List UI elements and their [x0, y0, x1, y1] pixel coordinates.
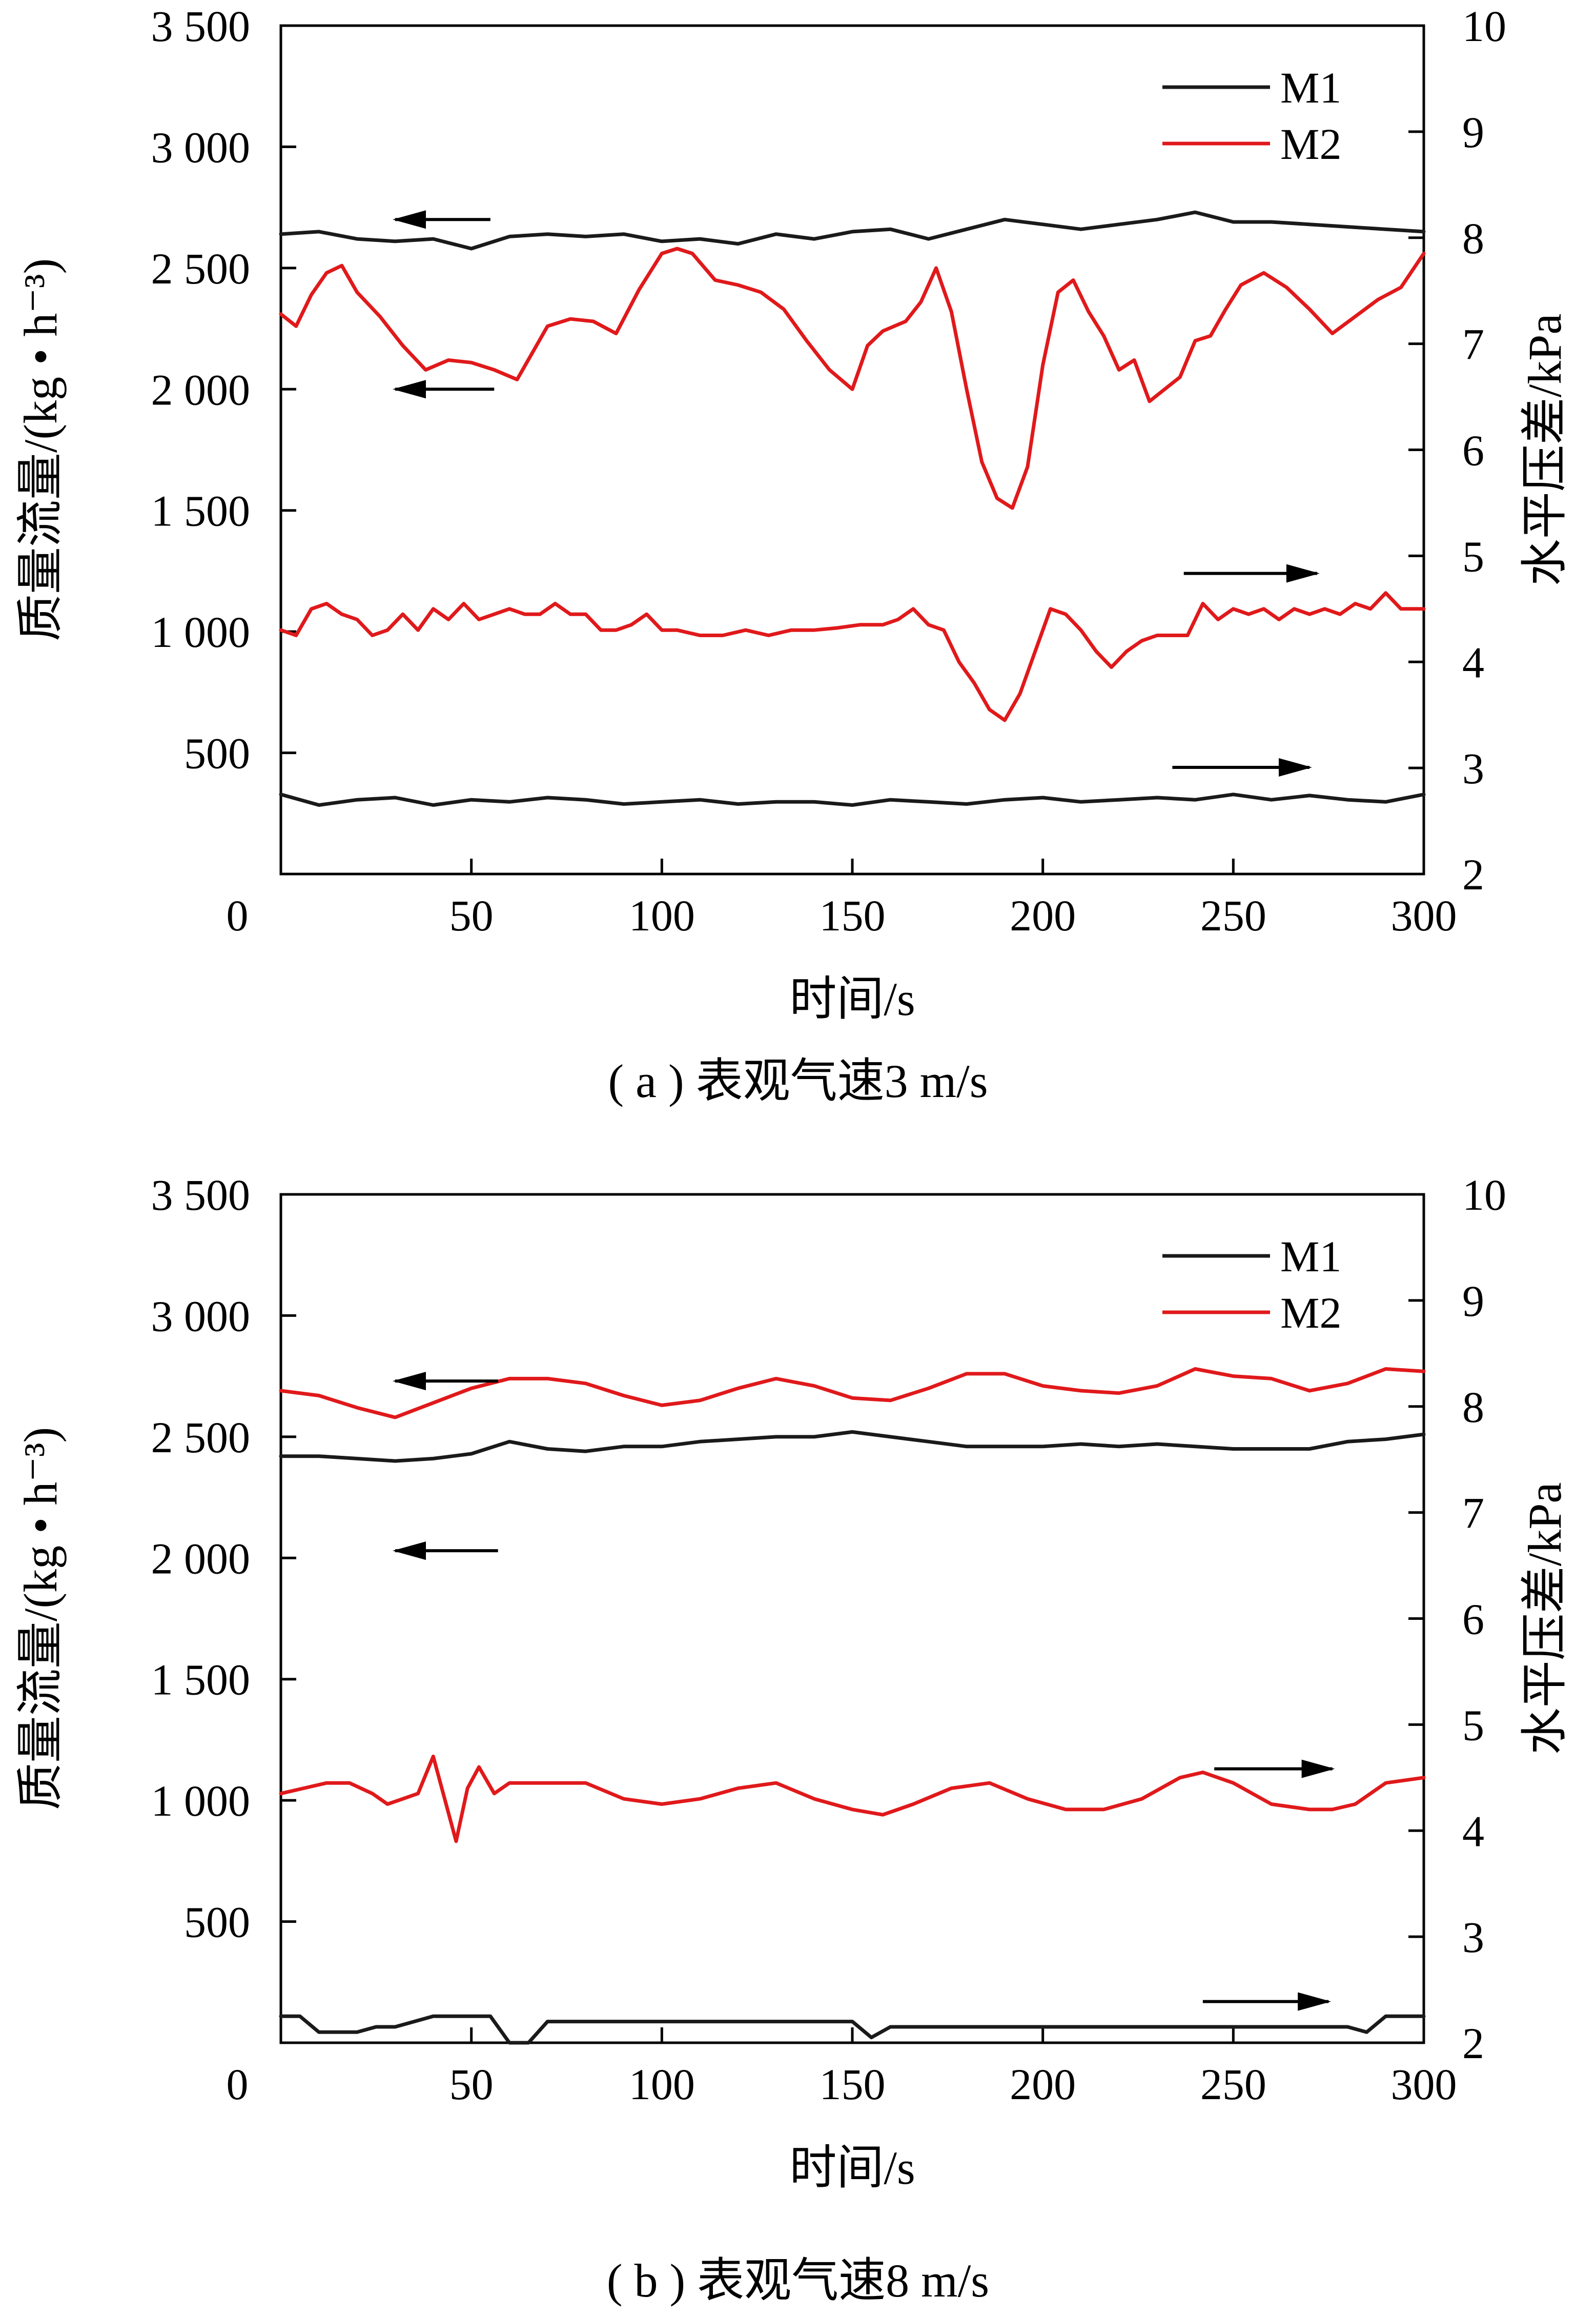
direction-arrow-left	[393, 380, 495, 399]
y-right-tick-label: 3	[1462, 744, 1484, 793]
y-left-tick-label: 1 500	[151, 486, 251, 536]
x-tick-label: 300	[1391, 891, 1457, 940]
y-right-axis-title: 水平压差/kPa	[1519, 314, 1571, 586]
y-left-tick-label: 1 000	[151, 1776, 251, 1825]
series-line-m2-right	[279, 591, 1426, 722]
arrow-head	[1298, 1992, 1332, 2011]
y-left-tick-label: 2 500	[151, 1413, 251, 1462]
y-left-tick-label: 3 000	[151, 123, 251, 172]
direction-arrow-right	[1214, 1759, 1335, 1778]
x-tick-label: 50	[449, 891, 494, 940]
series-line-m2-right	[279, 1754, 1426, 1843]
legend-label-m2: M2	[1280, 119, 1341, 169]
y-right-tick-label: 4	[1462, 638, 1484, 687]
chart-caption: ( b ) 表观气速8 m/s	[607, 2254, 989, 2307]
x-tick-label: 0	[227, 891, 249, 940]
y-left-tick-label: 1 500	[151, 1655, 251, 1704]
legend-label-m2: M2	[1280, 1288, 1341, 1337]
y-left-tick-label: 3 500	[151, 2, 251, 51]
y-left-tick-label: 1 000	[151, 607, 251, 657]
series-line-m1-left	[279, 1430, 1426, 1463]
y-right-tick-label: 9	[1462, 1276, 1484, 1326]
direction-arrow-right	[1183, 564, 1320, 583]
y-right-tick-label: 10	[1462, 1170, 1506, 1220]
x-tick-label: 250	[1200, 2060, 1266, 2109]
chart-a-svg: ( a ) 表观气速3 m/s 0 50 100 150 200 250 300 500 1 0…	[14, 2, 1571, 1107]
y-left-tick-label: 2 000	[151, 1534, 251, 1583]
x-tick-label: 50	[449, 2060, 494, 2109]
y-right-tick-label: 3	[1462, 1913, 1484, 1962]
y-left-axis-title: 质量流量/(kg • h⁻³)	[14, 258, 67, 641]
arrow-head	[393, 380, 426, 399]
chart-b-svg: ( b ) 表观气速8 m/s 0 50 100 150 200 250 300 500 1 0…	[14, 1170, 1571, 2307]
x-tick-label: 150	[820, 891, 886, 940]
chart-panel-b: ( b ) 表观气速8 m/s 0 50 100 150 200 250 300 500 1 0…	[0, 1169, 1596, 2317]
y-right-tick-label: 8	[1462, 214, 1484, 263]
plot-frame	[279, 24, 1425, 876]
x-tick-label: 100	[629, 891, 695, 940]
direction-arrow-left	[393, 1372, 498, 1391]
y-right-tick-label: 8	[1462, 1383, 1484, 1432]
x-tick-label: 0	[227, 2060, 249, 2109]
arrow-head	[1279, 758, 1312, 777]
series-line-m2-left	[279, 1367, 1426, 1419]
chart-caption: ( a ) 表观气速3 m/s	[608, 1055, 988, 1107]
y-right-axis-title: 水平压差/kPa	[1519, 1482, 1571, 1755]
direction-arrow-right	[1172, 758, 1312, 777]
y-right-tick-label: 4	[1462, 1806, 1484, 1856]
y-right-tick-label: 5	[1462, 1700, 1484, 1750]
series-line-m1-left	[279, 210, 1426, 251]
arrow-head	[393, 210, 426, 229]
y-left-axis-title: 质量流量/(kg • h⁻³)	[14, 1427, 67, 1810]
x-axis-title: 时间/s	[789, 2142, 915, 2194]
y-right-tick-label: 6	[1462, 426, 1484, 475]
y-right-tick-label: 9	[1462, 108, 1484, 157]
y-right-tick-label: 7	[1462, 320, 1484, 369]
y-right-tick-label: 6	[1462, 1595, 1484, 1644]
y-left-tick-label: 2 500	[151, 244, 251, 293]
chart-panel-a: ( a ) 表观气速3 m/s 0 50 100 150 200 250 300 500 1 0…	[0, 0, 1596, 1123]
arrow-head	[1286, 564, 1320, 583]
y-right-tick-label: 2	[1462, 850, 1484, 899]
series-line-m1-right	[279, 792, 1426, 807]
y-right-tick-label: 5	[1462, 532, 1484, 581]
arrow-head	[393, 1372, 426, 1391]
series-line-m1-right	[279, 2014, 1426, 2045]
direction-arrow-left	[393, 210, 490, 229]
arrow-head	[393, 1541, 426, 1560]
x-tick-label: 250	[1200, 891, 1266, 940]
series-line-m2-left	[279, 247, 1426, 510]
x-tick-label: 300	[1391, 2060, 1457, 2109]
direction-arrow-right	[1202, 1992, 1332, 2011]
legend-label-m1: M1	[1280, 1232, 1341, 1281]
y-right-tick-label: 2	[1462, 2019, 1484, 2068]
y-left-tick-label: 500	[184, 729, 250, 778]
plot-frame	[279, 1193, 1425, 2044]
y-right-tick-label: 10	[1462, 2, 1506, 51]
y-left-tick-label: 3 500	[151, 1170, 251, 1220]
y-left-tick-label: 500	[184, 1898, 250, 1947]
direction-arrow-left	[393, 1541, 498, 1560]
x-tick-label: 200	[1010, 891, 1076, 940]
y-left-tick-label: 3 000	[151, 1291, 251, 1340]
arrow-head	[1301, 1759, 1335, 1778]
legend-label-m1: M1	[1280, 63, 1341, 112]
x-tick-label: 200	[1010, 2060, 1076, 2109]
x-tick-label: 100	[629, 2060, 695, 2109]
y-left-tick-label: 2 000	[151, 365, 251, 414]
x-tick-label: 150	[820, 2060, 886, 2109]
y-right-tick-label: 7	[1462, 1489, 1484, 1538]
x-axis-title: 时间/s	[789, 973, 915, 1025]
